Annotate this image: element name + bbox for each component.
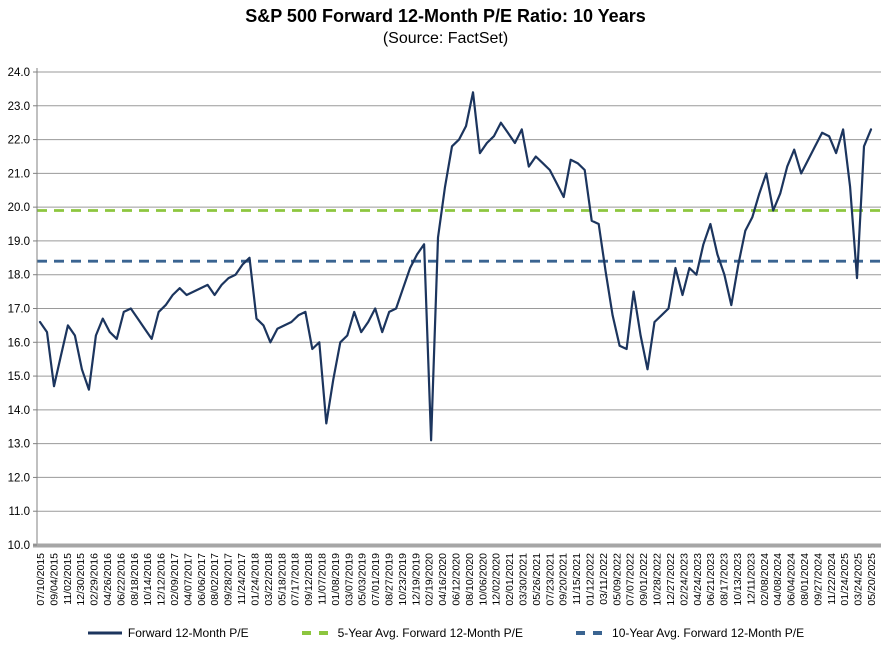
svg-text:02/01/2021: 02/01/2021 <box>504 553 516 606</box>
svg-text:03/30/2021: 03/30/2021 <box>518 553 530 606</box>
svg-text:08/17/2023: 08/17/2023 <box>719 553 731 606</box>
svg-text:09/27/2024: 09/27/2024 <box>812 553 824 606</box>
svg-text:13.0: 13.0 <box>8 439 30 451</box>
svg-text:06/04/2024: 06/04/2024 <box>786 553 798 606</box>
svg-text:10/23/2019: 10/23/2019 <box>397 553 409 606</box>
svg-text:12/12/2016: 12/12/2016 <box>156 553 168 606</box>
svg-text:06/22/2016: 06/22/2016 <box>115 553 127 606</box>
svg-text:04/26/2016: 04/26/2016 <box>102 553 114 606</box>
svg-text:02/09/2017: 02/09/2017 <box>169 553 181 606</box>
svg-text:05/18/2018: 05/18/2018 <box>276 553 288 606</box>
svg-text:08/18/2016: 08/18/2016 <box>129 553 141 606</box>
svg-text:12.0: 12.0 <box>8 472 30 484</box>
legend-item-10yr-avg: 10-Year Avg. Forward 12-Month P/E <box>575 626 804 640</box>
svg-text:02/24/2023: 02/24/2023 <box>678 553 690 606</box>
svg-text:01/12/2022: 01/12/2022 <box>585 553 597 606</box>
svg-text:12/02/2020: 12/02/2020 <box>491 553 503 606</box>
legend-item-forward-pe: Forward 12-Month P/E <box>87 626 249 640</box>
gridlines <box>37 71 881 512</box>
svg-text:07/07/2022: 07/07/2022 <box>625 553 637 606</box>
svg-text:03/24/2025: 03/24/2025 <box>853 553 865 606</box>
svg-text:01/08/2019: 01/08/2019 <box>330 553 342 606</box>
svg-text:16.0: 16.0 <box>8 337 30 349</box>
dashed-line-icon <box>576 631 607 635</box>
svg-text:06/06/2017: 06/06/2017 <box>196 553 208 606</box>
chart-title: S&P 500 Forward 12-Month P/E Ratio: 10 Y… <box>245 6 646 26</box>
svg-text:19.0: 19.0 <box>8 236 30 248</box>
svg-text:07/10/2015: 07/10/2015 <box>35 553 47 606</box>
legend-label: 5-Year Avg. Forward 12-Month P/E <box>337 626 524 640</box>
svg-text:03/07/2019: 03/07/2019 <box>343 553 355 606</box>
svg-text:18.0: 18.0 <box>8 270 30 282</box>
svg-text:10/14/2016: 10/14/2016 <box>142 553 154 606</box>
solid-line-icon <box>87 631 122 635</box>
svg-text:15.0: 15.0 <box>8 371 30 383</box>
svg-text:03/11/2022: 03/11/2022 <box>598 553 610 605</box>
svg-text:02/19/2020: 02/19/2020 <box>424 553 436 606</box>
chart-subtitle: (Source: FactSet) <box>382 30 509 47</box>
dashed-line-icon <box>301 631 332 635</box>
svg-text:11/07/2018: 11/07/2018 <box>316 553 328 605</box>
svg-text:09/12/2018: 09/12/2018 <box>303 553 315 606</box>
svg-text:08/02/2017: 08/02/2017 <box>209 553 221 606</box>
forward-pe-series-line <box>38 91 873 442</box>
svg-text:08/10/2020: 08/10/2020 <box>464 553 476 606</box>
legend-label: Forward 12-Month P/E <box>127 626 249 640</box>
svg-text:21.0: 21.0 <box>8 168 30 180</box>
svg-text:24.0: 24.0 <box>8 67 30 79</box>
svg-text:17.0: 17.0 <box>8 304 30 316</box>
svg-text:10.0: 10.0 <box>8 540 30 552</box>
svg-text:09/01/2022: 09/01/2022 <box>638 553 650 606</box>
svg-text:11/15/2021: 11/15/2021 <box>571 553 583 605</box>
svg-text:10/13/2023: 10/13/2023 <box>732 553 744 606</box>
svg-text:09/04/2015: 09/04/2015 <box>48 553 60 606</box>
svg-text:14.0: 14.0 <box>8 405 30 417</box>
svg-text:07/01/2019: 07/01/2019 <box>370 553 382 606</box>
svg-text:20.0: 20.0 <box>8 202 30 214</box>
svg-text:11.0: 11.0 <box>8 506 30 518</box>
svg-text:03/22/2018: 03/22/2018 <box>263 553 275 606</box>
svg-text:02/29/2016: 02/29/2016 <box>89 553 101 606</box>
svg-text:12/19/2019: 12/19/2019 <box>410 553 422 606</box>
svg-text:06/21/2023: 06/21/2023 <box>705 553 717 606</box>
svg-text:05/20/2025: 05/20/2025 <box>866 553 878 606</box>
svg-text:11/02/2015: 11/02/2015 <box>62 553 74 605</box>
svg-text:23.0: 23.0 <box>8 101 30 113</box>
svg-text:05/03/2019: 05/03/2019 <box>357 553 369 606</box>
legend-label: 10-Year Avg. Forward 12-Month P/E <box>612 626 805 640</box>
svg-text:22.0: 22.0 <box>8 135 30 147</box>
svg-text:01/24/2018: 01/24/2018 <box>249 553 261 606</box>
svg-text:07/23/2021: 07/23/2021 <box>544 553 556 606</box>
svg-text:10/28/2022: 10/28/2022 <box>652 553 664 606</box>
svg-text:12/11/2023: 12/11/2023 <box>745 553 757 605</box>
svg-text:07/17/2018: 07/17/2018 <box>290 553 302 606</box>
svg-text:12/27/2022: 12/27/2022 <box>665 553 677 606</box>
svg-text:08/27/2019: 08/27/2019 <box>383 553 395 606</box>
svg-text:10/06/2020: 10/06/2020 <box>477 553 489 606</box>
svg-text:09/28/2017: 09/28/2017 <box>223 553 235 606</box>
svg-text:09/20/2021: 09/20/2021 <box>558 553 570 606</box>
svg-text:12/30/2015: 12/30/2015 <box>75 553 87 606</box>
svg-text:04/16/2020: 04/16/2020 <box>437 553 449 606</box>
svg-text:05/26/2021: 05/26/2021 <box>531 553 543 606</box>
y-axis-labels: 10.0 11.0 12.0 13.0 14.0 15.0 16.0 17.0 18.0 19.0… <box>8 67 37 552</box>
svg-text:06/12/2020: 06/12/2020 <box>451 553 463 606</box>
svg-text:08/01/2024: 08/01/2024 <box>799 553 811 606</box>
svg-text:11/24/2017: 11/24/2017 <box>236 553 248 605</box>
svg-text:04/08/2024: 04/08/2024 <box>772 553 784 606</box>
x-axis-labels: 07/10/2015 09/04/2015 11/02/2015 12/30/2015… <box>35 553 878 606</box>
svg-text:11/22/2024: 11/22/2024 <box>826 553 838 605</box>
svg-text:01/24/2025: 01/24/2025 <box>839 553 851 606</box>
svg-text:04/07/2017: 04/07/2017 <box>182 553 194 606</box>
svg-text:04/24/2023: 04/24/2023 <box>692 553 704 606</box>
svg-text:05/09/2022: 05/09/2022 <box>611 553 623 606</box>
chart-legend: Forward 12-Month P/E 5-Year Avg. Forward… <box>0 626 891 640</box>
svg-text:02/08/2024: 02/08/2024 <box>759 553 771 606</box>
legend-item-5yr-avg: 5-Year Avg. Forward 12-Month P/E <box>301 626 523 640</box>
axes <box>33 68 881 548</box>
